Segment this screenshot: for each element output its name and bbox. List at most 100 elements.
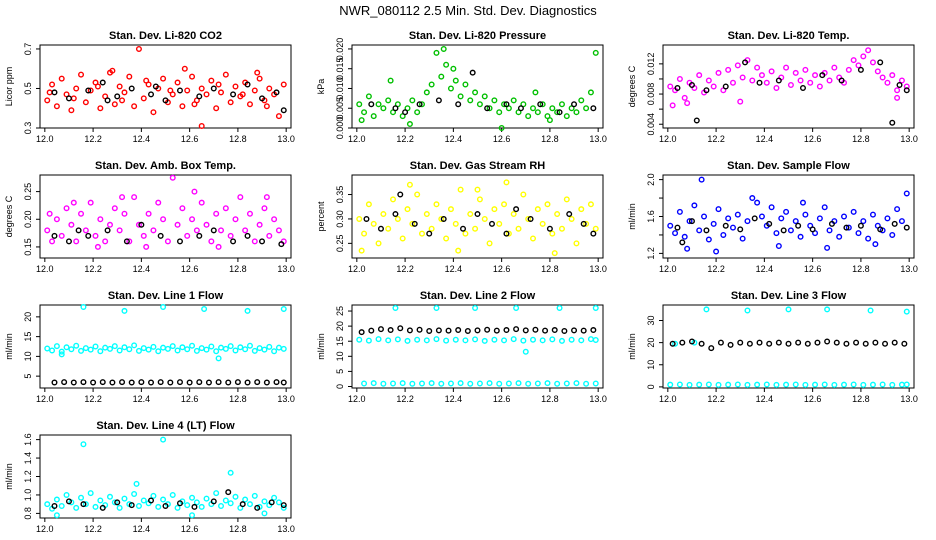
x-tick-label: 12.0 [659,394,677,404]
data-point [713,248,720,255]
data-point [676,208,683,215]
data-point [573,240,580,247]
data-point [280,379,287,386]
data-point [578,206,585,213]
figure-title: NWR_080112 2.5 Min. Std. Dev. Diagnostic… [339,3,597,18]
data-point [275,344,282,351]
data-point [167,87,174,94]
data-point [280,107,287,114]
x-tick-label: 12.0 [348,394,366,404]
data-point [365,337,372,344]
data-point [879,381,886,388]
y-axis-label: ml/min [627,203,637,230]
data-point [857,222,864,229]
data-point [872,241,879,248]
data-point [280,81,287,88]
data-point [145,346,152,353]
data-point [696,227,703,234]
data-point [160,436,167,443]
data-point [841,381,848,388]
data-point [845,66,852,73]
data-point [884,79,891,86]
data-point [58,351,65,358]
data-point [773,381,780,388]
data-point [703,227,710,234]
data-point [867,307,874,314]
data-point [534,206,541,213]
data-point [87,199,94,206]
y-tick-label: 0.008 [646,83,656,106]
data-point [826,227,833,234]
data-point [681,94,688,101]
data-point [693,117,700,124]
x-tick-label: 12.8 [852,394,870,404]
data-point [729,79,736,86]
data-point [104,97,111,104]
x-tick-label: 12.8 [852,264,870,274]
data-point [121,344,128,351]
data-point [884,215,891,222]
data-point [587,201,594,208]
data-point [676,75,683,82]
data-point [80,379,87,386]
data-point [198,345,205,352]
data-point [368,101,375,108]
data-point [717,339,724,346]
data-point [225,489,232,496]
data-point [148,379,155,386]
data-point [254,504,261,511]
x-tick-label: 12.6 [493,134,511,144]
y-tick-label: 0.020 [335,38,345,61]
panel-7: Stan. Dev. Line 1 Flow ml/min 12.0 12.2 12.4… [4,290,295,404]
y-tick-label: 1.2 [23,470,33,483]
data-point [903,83,910,90]
data-point [148,91,155,98]
data-point [872,339,879,346]
data-point [722,83,729,90]
data-point [213,105,220,112]
data-point [246,342,253,349]
x-tick-label: 12.6 [804,134,822,144]
data-point [275,499,282,506]
data-point [87,490,94,497]
data-point [97,105,104,112]
data-point [121,495,128,502]
data-point [513,326,520,333]
y-tick-label: 0.25 [335,235,345,253]
data-point [273,89,280,96]
data-point [780,227,787,234]
data-point [198,85,205,92]
data-point [474,327,481,334]
data-point [493,327,500,334]
x-tick-label: 12.4 [133,264,151,274]
data-point [498,124,505,131]
data-point [754,381,761,388]
x-tick-label: 12.2 [707,264,725,274]
data-point [131,194,138,201]
data-point [184,346,191,353]
data-point [82,501,89,508]
data-point [515,380,522,387]
data-point [686,381,693,388]
data-point [365,201,372,208]
data-point [869,59,876,66]
data-point [787,227,794,234]
data-point [361,230,368,237]
data-point [53,496,60,503]
data-point [525,113,532,120]
x-tick-label: 12.4 [445,134,463,144]
data-point [488,220,495,227]
y-tick-label: 0.7 [23,43,33,56]
data-point [261,205,268,212]
data-point [273,379,280,386]
y-axis-label: percent [316,201,326,232]
data-point [696,72,703,79]
data-point [377,225,384,232]
data-point [82,227,89,234]
series-2 [674,59,910,126]
plot-frame [39,304,292,389]
data-point [737,98,744,105]
data-point [821,204,828,211]
data-point [443,61,450,68]
